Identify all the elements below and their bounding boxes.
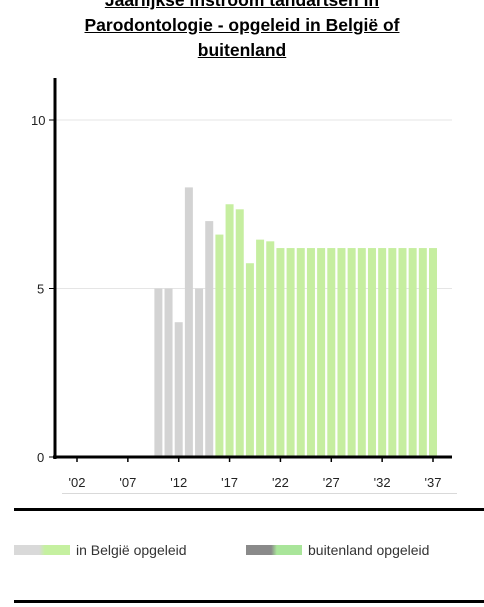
bar-projected-2025 [306,248,315,457]
bar-projected-2034 [398,248,407,457]
x-tick-label-2007: '07 [119,475,136,490]
bar-historic-2014 [195,288,204,457]
bar-projected-2032 [378,248,387,457]
x-tick-label-2017: '17 [221,475,238,490]
x-tick-label-2027: '27 [323,475,340,490]
x-tick-label-2022: '22 [272,475,289,490]
bar-historic-2012 [174,322,183,457]
bar-chart: 0 5 10 '02 '07 '12 '17 '22 '27 '32 '37 [31,78,452,490]
bars [154,187,437,457]
title-line-2: Parodontologie - opgeleid in België of [84,15,400,35]
legend-item-belgie: in België opgeleid [14,542,187,558]
bar-projected-2027 [327,248,336,457]
tick-labels: 0 5 10 '02 '07 '12 '17 '22 '27 '32 '37 [31,113,441,490]
bar-projected-2016 [215,234,224,457]
bar-projected-2024 [296,248,305,457]
legend-top-rule [14,508,484,511]
bar-historic-2013 [184,187,193,457]
bar-projected-2036 [418,248,427,457]
title-line-1: Jaarlijkse instroom tandartsen in [104,0,380,10]
bar-projected-2037 [429,248,437,457]
y-tick-label-5: 5 [37,282,44,297]
bar-projected-2028 [337,248,346,457]
x-tick-label-2012: '12 [170,475,187,490]
y-tick-label-0: 0 [37,450,44,465]
bar-projected-2021 [266,241,275,457]
bar-projected-2030 [357,248,366,457]
legend-label-belgie: in België opgeleid [76,542,187,558]
title-line-3: buitenland [197,40,287,60]
bar-projected-2019 [245,263,254,457]
axes [53,78,452,459]
x-tick-label-2032: '32 [374,475,391,490]
bar-projected-2023 [286,248,295,457]
bar-projected-2035 [408,248,417,457]
bar-projected-2022 [276,248,285,457]
bar-projected-2018 [235,209,244,457]
legend-item-buitenland: buitenland opgeleid [246,542,430,558]
x-tick-label-2037: '37 [425,475,442,490]
bar-historic-2011 [164,288,173,457]
bar-projected-2026 [317,248,326,457]
bar-historic-2010 [154,288,163,457]
bar-projected-2033 [388,248,397,457]
bar-projected-2017 [225,204,234,457]
bar-projected-2020 [256,239,265,457]
bar-projected-2031 [367,248,376,457]
y-tick-label-10: 10 [31,113,45,128]
legend-label-buitenland: buitenland opgeleid [308,542,430,558]
bar-historic-2015 [205,221,214,457]
axis-underline [62,493,457,494]
bar-projected-2029 [347,248,356,457]
chart-title: Jaarlijkse instroom tandartsen in Parodo… [0,0,484,63]
legend-bottom-rule [14,600,484,603]
legend-swatch-belgie [14,545,70,555]
x-tick-label-2002: '02 [69,475,86,490]
legend-swatch-buitenland [246,545,302,555]
